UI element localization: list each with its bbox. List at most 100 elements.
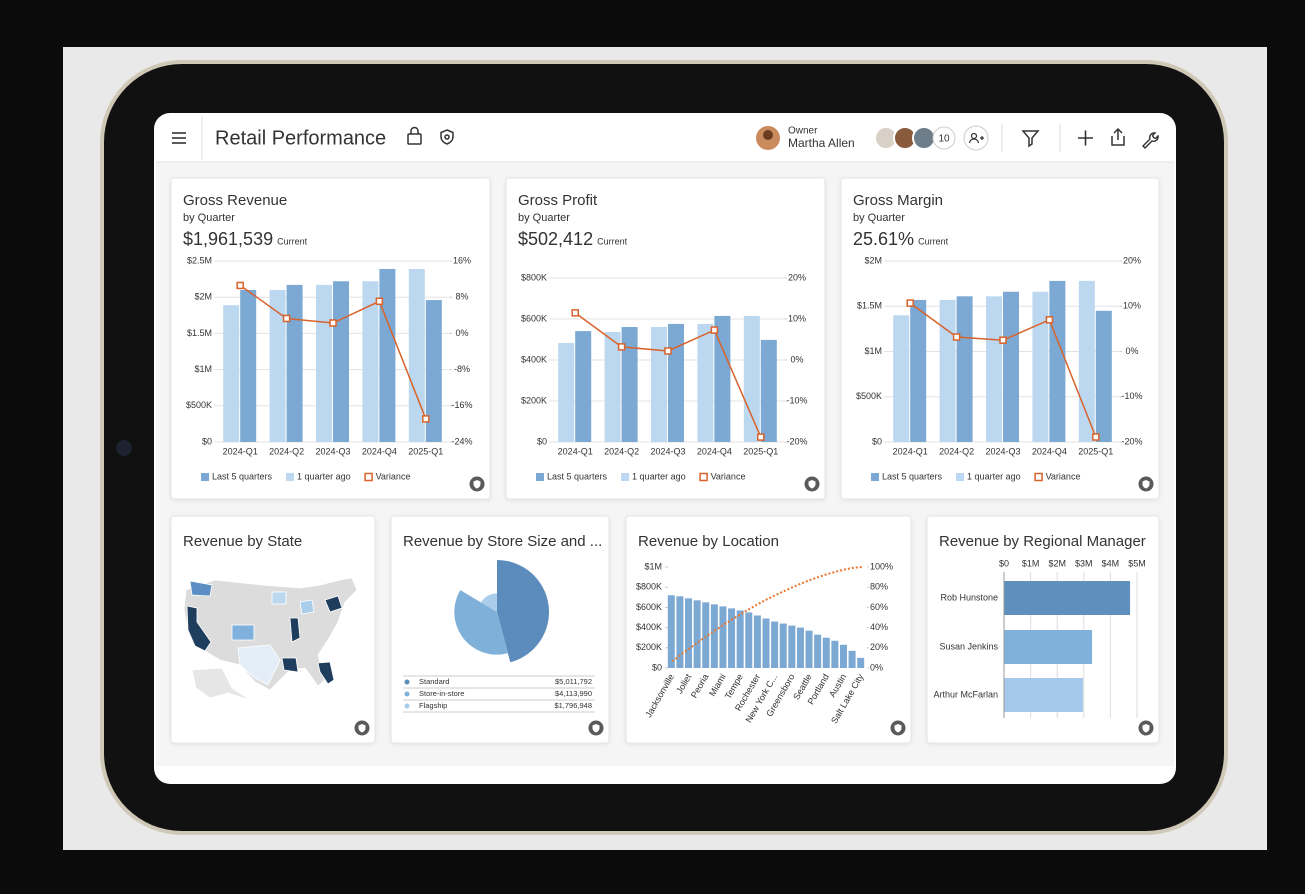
menu-button[interactable] — [172, 132, 186, 144]
y2-tick-label: 16% — [453, 255, 471, 265]
legend-label: 1 quarter ago — [967, 471, 1021, 481]
y2-tick-label: -20% — [1121, 436, 1142, 446]
legend-swatch — [699, 472, 708, 482]
bar — [719, 606, 727, 668]
x-tick-label: 2024-Q3 — [650, 446, 685, 456]
bar — [745, 612, 753, 668]
filter-button[interactable] — [1021, 130, 1040, 148]
legend-swatch — [286, 473, 295, 481]
bar — [893, 315, 910, 442]
share-button[interactable] — [1111, 127, 1125, 146]
y2-tick-label: 8% — [455, 292, 468, 302]
owner-label: Owner — [788, 126, 818, 137]
y2-tick-label: 0% — [870, 662, 883, 672]
x-tick-label: 2024-Q1 — [893, 446, 928, 456]
y-tick-label: Susan Jenkins — [939, 641, 998, 651]
owner-name: Martha Allen — [788, 136, 855, 150]
kpi-caption: Current — [597, 236, 628, 246]
bar — [1078, 280, 1095, 442]
bar — [710, 604, 718, 668]
line-marker — [952, 333, 961, 341]
member-avatar[interactable] — [912, 126, 936, 150]
bar — [693, 600, 701, 668]
bar — [676, 596, 684, 668]
legend-dot — [404, 691, 410, 697]
x-tick-label: 2024-Q2 — [939, 446, 974, 456]
legend-swatch — [536, 473, 544, 481]
bar — [743, 315, 760, 442]
bar — [1049, 280, 1066, 442]
lock-badge-glyph — [358, 724, 366, 733]
y2-tick-label: 40% — [870, 622, 888, 632]
y-tick-label: $400K — [521, 354, 547, 364]
bar — [728, 608, 736, 668]
kpi-caption: Current — [277, 236, 308, 246]
legend-swatch — [956, 473, 965, 481]
bar — [408, 268, 425, 442]
bar — [788, 625, 796, 668]
y-tick-label: $800K — [521, 272, 547, 282]
bar — [956, 296, 973, 442]
us-map — [183, 577, 358, 701]
line-marker — [571, 309, 579, 317]
y-tick-label: $0 — [202, 436, 212, 446]
lock-badge-glyph — [592, 724, 600, 733]
legend-label: 1 quarter ago — [632, 471, 686, 481]
x-tick-label: $2M — [1048, 558, 1066, 568]
bar — [736, 610, 744, 668]
lock-icon[interactable] — [407, 126, 422, 145]
y2-tick-label: 10% — [788, 313, 806, 323]
member-count-badge[interactable] — [932, 126, 956, 150]
bar — [814, 634, 822, 668]
line-marker — [617, 343, 626, 351]
owner-avatar-face — [763, 130, 773, 140]
legend-value: $1,796,948 — [554, 701, 592, 710]
card-title: Revenue by Regional Manager — [939, 533, 1146, 550]
y-tick-label: $0 — [537, 436, 547, 446]
bar — [316, 284, 332, 442]
settings-button[interactable] — [1142, 132, 1159, 149]
card-subtitle: by Quarter — [853, 212, 905, 224]
bar — [651, 326, 667, 442]
y2-tick-label: 10% — [1123, 301, 1141, 311]
bar — [753, 615, 761, 668]
bar — [269, 289, 286, 442]
y-tick-label: $600K — [636, 602, 662, 612]
x-tick-label: 2024-Q1 — [558, 446, 593, 456]
y2-tick-label: 0% — [790, 354, 803, 364]
security-icon[interactable] — [440, 129, 454, 145]
add-button[interactable] — [1078, 130, 1093, 146]
legend-label: Last 5 quarters — [212, 471, 273, 481]
bar — [558, 342, 575, 442]
bar — [621, 326, 638, 442]
y-tick-label: $500K — [186, 400, 212, 410]
x-tick-label: 2024-Q1 — [223, 446, 258, 456]
card-title: Gross Revenue — [183, 192, 287, 209]
bar — [702, 602, 710, 668]
y-tick-label: Arthur McFarlan — [933, 689, 998, 699]
line-marker — [236, 281, 244, 290]
legend-label: Flagship — [419, 701, 447, 710]
lock-badge-glyph — [473, 480, 481, 489]
card-title: Revenue by Location — [638, 533, 779, 550]
bar — [771, 621, 779, 668]
y-tick-label: $0 — [652, 662, 662, 672]
card — [926, 515, 1160, 744]
y-tick-label: $1M — [644, 561, 662, 571]
y-tick-label: $2.5M — [187, 255, 212, 265]
add-member-icon — [968, 132, 984, 144]
y2-tick-label: 60% — [870, 602, 888, 612]
y2-tick-label: -10% — [786, 395, 807, 405]
bar — [760, 339, 777, 442]
pie-slice — [497, 560, 550, 663]
bar — [779, 623, 787, 668]
bar — [822, 637, 830, 668]
card-title: Gross Profit — [518, 192, 598, 209]
y-tick-label: $400K — [636, 622, 662, 632]
dashboard-title: Retail Performance — [215, 127, 386, 149]
y2-tick-label: -16% — [451, 400, 472, 410]
legend-label: Variance — [376, 471, 411, 481]
y-tick-label: $200K — [636, 642, 662, 652]
